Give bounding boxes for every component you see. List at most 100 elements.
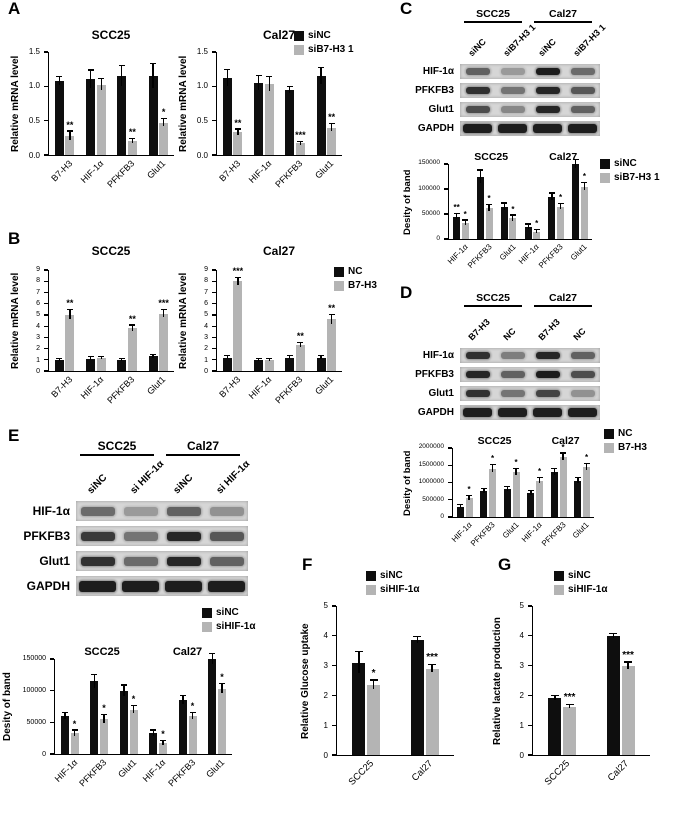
legend-label: siB7-H3 1 [614,172,660,183]
blot-lane-label: B7-H3 [465,316,492,343]
y-tick-label: 50000 [26,719,46,727]
error-bar-cap [255,74,262,77]
y-tick-mark [527,724,532,726]
error-bar-cap [509,214,516,216]
panel-b-label: B [8,229,21,248]
bar [425,668,439,755]
chart-d-band-density: SCC25 Cal27 Desity of band * HIF-1α * PFKFB3 * G… [402,422,600,564]
y-tick-label: 1 [519,720,524,730]
significance-stars: * [463,209,467,219]
y-tick-label: 0.0 [28,150,40,160]
legend-item: siNC [294,30,354,41]
error-bar-cap [150,62,157,64]
blot-band [535,106,560,113]
y-tick-label: 1.5 [196,46,208,56]
legend-label: siNC [568,570,591,581]
x-category-label: B7-H3 [216,158,242,184]
error-bar [331,124,333,131]
legend-swatch [366,570,376,581]
y-tick-label: 8 [204,277,208,285]
plot-area: ** B7-H3 HIF-1α ** PFKFB3 *** Glut1 [43,269,174,405]
panel-c-label: C [400,0,413,18]
significance-stars: * [561,442,565,452]
error-bar-cap [91,673,98,675]
legend-item: siHIF-1α [202,621,256,632]
blot-band [533,408,562,417]
error-bar [226,69,228,87]
group-title: Cal27 [549,151,578,163]
blot-band [500,106,525,113]
bar [480,491,488,517]
error-bar [431,665,433,673]
blot-band [209,556,244,566]
error-bar [536,230,538,233]
panel-d-label: D [400,283,413,302]
error-bar-cap [489,464,496,466]
y-tick-label: 0 [204,368,208,376]
y-tick-label: 150000 [418,159,440,167]
error-bar-cap [328,122,335,125]
error-bar-cap [234,276,241,278]
blot-band [465,87,490,94]
chart-e-band-density: SCC25 Cal27 Desity of band * HIF-1α * PFKFB3 * G… [2,613,238,801]
y-tick-label: 0.5 [196,115,208,125]
legend-swatch [600,158,610,169]
bar [316,76,326,155]
legend-swatch [294,44,304,55]
legend-a: siNC siB7-H3 1 [294,30,354,58]
bar [127,328,137,371]
error-bar-cap [224,355,231,357]
significance-stars: * [371,667,376,679]
error-bar [257,76,260,90]
error-bar-cap [120,684,127,686]
bar [90,681,99,754]
error-bar [73,730,76,736]
significance-stars: ** [234,117,242,128]
bar [149,733,158,754]
blot-band [535,87,560,94]
blot-band [166,556,201,566]
significance-stars: ** [328,112,336,123]
error-bar-cap [234,128,241,130]
significance-stars: ** [128,127,136,138]
y-tick-mark [331,694,336,696]
error-bar-cap [101,714,108,716]
y-tick-label: 5 [36,311,40,319]
bar [96,358,106,371]
y-tick-label: 4 [323,630,328,640]
bar [233,132,243,155]
error-bar [456,214,458,219]
blot-lane-label: siNC [535,36,558,59]
y-tick-label: 3 [204,334,208,342]
bar [533,231,541,239]
y-axis-label: Relative Glucose uptake [300,623,311,739]
chart-title: SCC25 [91,28,131,42]
legend-item: NC [334,266,377,277]
error-bar-cap [551,468,558,470]
y-tick-label: 0 [42,751,46,759]
error-bar [515,469,517,476]
error-bar-cap [129,324,136,326]
y-tick-label: 3 [519,660,524,670]
error-bar [163,119,165,127]
error-bar-cap [624,661,633,663]
legend-item: NC [604,428,647,439]
blot-strip [460,405,600,420]
blot-row-label: PFKFB3 [415,369,454,380]
error-bar-cap [369,679,378,681]
bar [563,706,577,755]
blot-band [535,352,560,359]
y-tick-mark [527,605,532,607]
x-category-label: Cal27 [605,758,631,784]
legend-item: siB7-H3 1 [600,172,660,183]
y-tick-mark [331,665,336,667]
blot-band [80,506,115,516]
error-bar [132,705,135,714]
blot-lane-label: si HIF-1α [214,458,252,497]
y-tick-mark [43,269,48,271]
chart-f-glucose-uptake: Relative Glucose uptake * SCC25 *** Cal27 0 1 2… [300,590,460,802]
bar [254,359,264,371]
error-bar-cap [609,632,618,635]
error-bar [627,662,629,669]
error-bar [121,65,123,87]
